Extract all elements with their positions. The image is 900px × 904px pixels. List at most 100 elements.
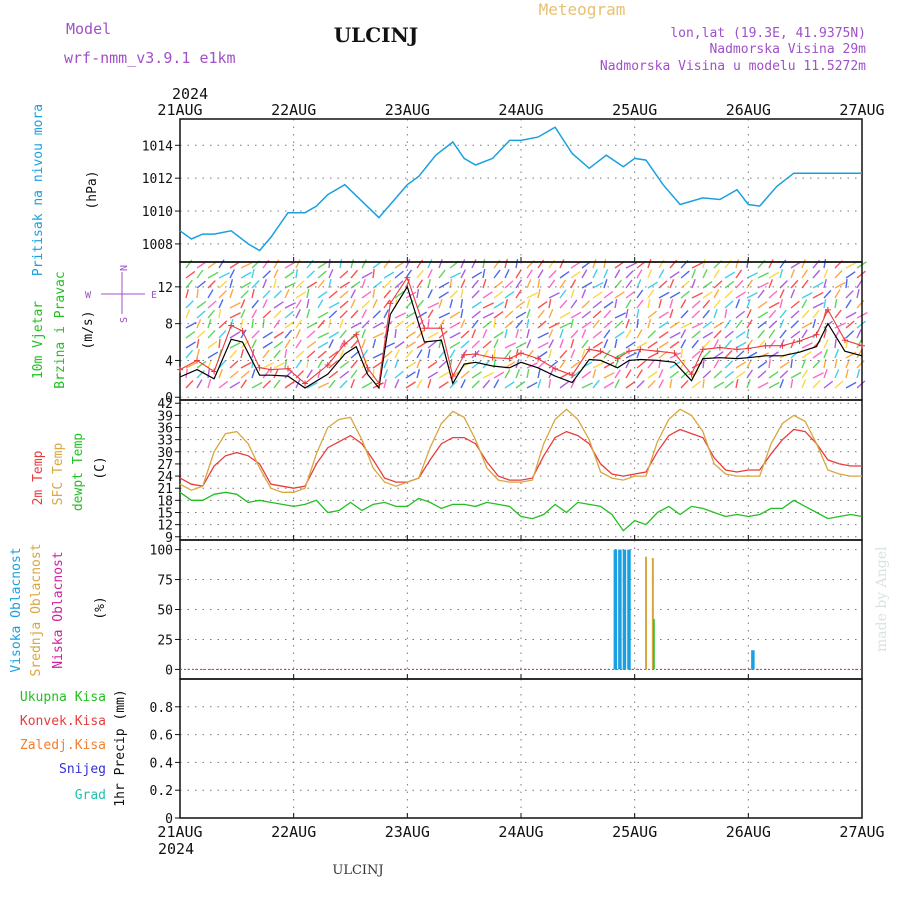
wind-barb — [405, 311, 417, 319]
y-tick-label: 12 — [157, 519, 173, 534]
wind-barb — [240, 299, 246, 309]
wind-barb — [537, 309, 545, 319]
wind-barb — [614, 269, 621, 279]
wind-barb — [702, 299, 711, 309]
wind-barb — [625, 319, 630, 329]
wind-barb — [790, 339, 796, 349]
wind-barb — [625, 299, 632, 309]
wind-gust-marker — [779, 342, 786, 349]
wind-barb — [823, 339, 829, 349]
x-tick-label-bottom: 27AUG — [839, 823, 884, 841]
wind-barb — [482, 302, 494, 309]
wind-barb — [790, 269, 796, 279]
wind-barb — [581, 289, 587, 299]
wind-barb — [669, 331, 681, 339]
wind-barb — [735, 279, 744, 289]
wind-barb — [317, 382, 330, 389]
wind-gust-marker — [597, 348, 604, 355]
wind-barb — [559, 329, 564, 339]
wind-barb — [262, 369, 270, 379]
wind-barb — [350, 258, 355, 269]
wind-barb — [757, 311, 769, 319]
wind-barb — [405, 259, 411, 269]
wind-barb — [856, 349, 863, 359]
wind-barb — [339, 380, 348, 389]
wind-gust-marker — [552, 365, 559, 372]
wind-barb — [383, 259, 391, 269]
wind-barb — [449, 311, 461, 319]
wind-barb — [185, 341, 196, 349]
wind-barb — [504, 290, 515, 299]
wind-barb — [449, 349, 456, 359]
wind-barb — [856, 380, 866, 389]
wind-barb — [416, 379, 423, 389]
wind-barb — [812, 360, 821, 369]
wind-barb — [273, 278, 277, 289]
wind-barb — [757, 301, 768, 309]
wind-barb — [405, 349, 414, 359]
wind-barb — [240, 318, 244, 329]
wind-barb — [570, 379, 576, 389]
wind-barb — [306, 330, 316, 339]
wind-barb — [449, 341, 461, 349]
wind-barb — [570, 360, 581, 369]
wind-barb — [449, 298, 454, 309]
wind-barb — [438, 259, 443, 269]
wind-barb — [240, 348, 244, 359]
wind-barb — [207, 329, 216, 339]
wind-barb — [251, 288, 255, 299]
wind-barb — [218, 380, 229, 389]
wind-barb — [636, 269, 643, 279]
wind-barb — [405, 331, 416, 339]
wind-barb — [218, 369, 223, 379]
wind-barb — [746, 279, 753, 289]
wind-barb — [801, 259, 806, 269]
wind-barb — [559, 322, 571, 329]
wind-barb — [548, 309, 554, 319]
wind-barb — [834, 322, 847, 329]
page-title: ULCINJ — [334, 23, 419, 47]
wind-barb — [614, 338, 618, 349]
wind-barb — [350, 321, 362, 329]
wind-barb — [790, 279, 799, 289]
wind-barb — [361, 381, 373, 389]
wind-barb — [592, 269, 598, 279]
wind-barb — [735, 319, 743, 329]
wind-barb — [680, 309, 689, 319]
wind-barb — [636, 308, 640, 319]
wind-barb — [735, 291, 746, 299]
wind-barb — [207, 351, 219, 359]
wind-barb — [856, 288, 860, 299]
wind-barb — [482, 320, 492, 329]
wind-barb — [570, 318, 574, 329]
wind-gust-marker — [535, 355, 542, 362]
wind-barb — [790, 378, 794, 389]
wind-barb — [801, 291, 813, 299]
wind-barb — [207, 300, 217, 309]
wind-barb — [603, 258, 607, 269]
wind-barb — [460, 298, 463, 309]
wind-barb — [493, 301, 505, 309]
wind-barb — [570, 261, 582, 269]
wind-barb — [768, 301, 780, 309]
wind-barb — [515, 369, 521, 379]
wind-barb — [229, 312, 241, 319]
wind-barb — [757, 289, 765, 299]
wind-barb — [834, 369, 840, 379]
wind-barb — [537, 269, 544, 279]
x-tick-label-bottom: 26AUG — [726, 823, 771, 841]
wind-gust-marker — [302, 380, 309, 387]
wind-barb — [339, 258, 343, 269]
footer-label: ULCINJ — [332, 863, 383, 878]
wind-barb — [790, 371, 802, 379]
wind-barb — [570, 271, 581, 279]
altitude-label: Nadmorska Visina 29m — [709, 42, 866, 57]
wind-barb — [218, 280, 228, 289]
wind-barb — [526, 368, 530, 379]
wind-barb — [636, 299, 644, 309]
wind-barb — [284, 381, 295, 389]
wind-gust-marker — [824, 306, 831, 313]
wind-barb — [812, 318, 817, 329]
wind-barb — [757, 320, 768, 329]
wind-barb — [493, 339, 499, 349]
